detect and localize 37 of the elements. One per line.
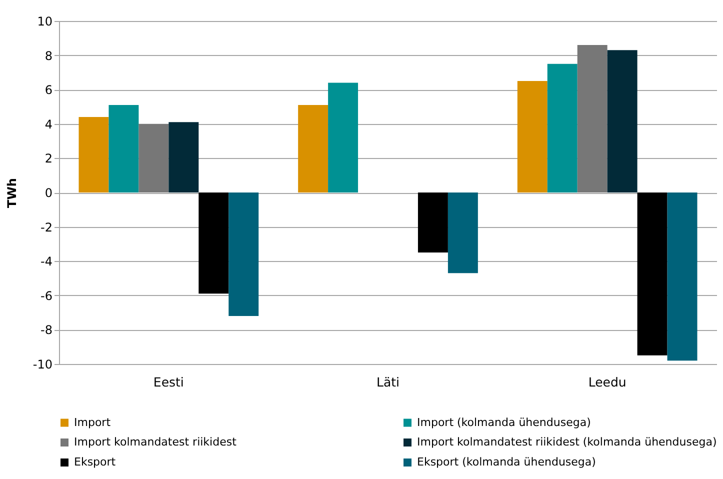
bar: [607, 50, 638, 192]
legend-label: Eksport (kolmanda ühendusega): [417, 456, 596, 468]
legend-label: Import kolmandatest riikidest: [74, 436, 238, 448]
bar: [138, 124, 169, 192]
x-tick-label: Läti: [376, 374, 400, 390]
y-tick-label: 10: [37, 14, 52, 28]
y-tick-label: -8: [40, 323, 52, 338]
y-tick-label: -4: [40, 254, 52, 269]
y-tick-label: 6: [44, 83, 52, 98]
legend-label: Import: [74, 416, 112, 429]
bar: [418, 192, 448, 253]
legend-label: Eksport: [74, 456, 116, 468]
bar: [328, 82, 358, 192]
bar: [298, 105, 328, 192]
bar: [547, 64, 578, 192]
x-tick-label: Leedu: [588, 374, 626, 390]
bar: [168, 122, 199, 192]
y-tick-label: -6: [40, 288, 52, 303]
bar: [78, 117, 109, 192]
legend-label: Import (kolmanda ühendusega): [417, 416, 591, 429]
y-tick-label: -10: [32, 358, 52, 372]
bar: [448, 192, 478, 274]
y-axis-title: TWh: [4, 178, 19, 208]
bar: [577, 45, 608, 192]
bar: [228, 192, 259, 316]
bar: [667, 192, 698, 361]
bar: [108, 105, 139, 192]
bar: [637, 192, 668, 356]
y-tick-label: 2: [44, 152, 52, 166]
bar: [517, 81, 548, 192]
legend-label: Import kolmandatest riikidest (kolmanda ühendusega): [417, 436, 717, 448]
y-tick-label: 8: [44, 48, 52, 63]
x-tick-label: Eesti: [153, 374, 184, 390]
y-tick-label: -2: [40, 220, 52, 234]
y-tick-label: 0: [44, 186, 52, 200]
bar: [198, 192, 229, 294]
y-tick-label: 4: [44, 117, 52, 132]
